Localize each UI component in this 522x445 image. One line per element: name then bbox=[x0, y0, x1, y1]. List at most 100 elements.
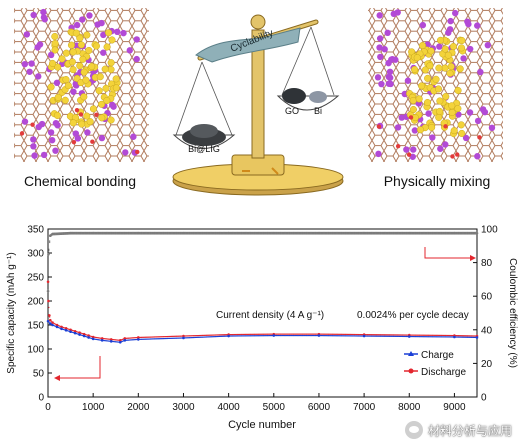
oxygen-atom bbox=[30, 122, 35, 127]
bismuth-atom bbox=[448, 108, 456, 117]
y-left-tick-label: 100 bbox=[27, 345, 44, 356]
bismuth-atom bbox=[92, 42, 100, 50]
dopant-atom bbox=[47, 129, 55, 136]
dopant-atom bbox=[47, 51, 55, 59]
dopant-atom bbox=[94, 21, 101, 28]
y-right-tick-label: 40 bbox=[481, 325, 493, 336]
cyclability-banner bbox=[195, 27, 301, 63]
watermark-text: 材料分析与应用 bbox=[427, 423, 512, 438]
oxygen-atom bbox=[71, 139, 77, 145]
bismuth-atom bbox=[449, 42, 457, 51]
dopant-atom bbox=[465, 20, 472, 28]
dopant-atom bbox=[40, 8, 47, 16]
bismuth-atom bbox=[427, 47, 435, 55]
bismuth-atom bbox=[47, 83, 55, 91]
dopant-atom bbox=[436, 43, 443, 50]
dopant-atom bbox=[84, 129, 91, 136]
oxygen-atom bbox=[455, 152, 460, 157]
dopant-atom bbox=[474, 153, 481, 160]
bismuth-atom bbox=[51, 46, 59, 54]
bismuth-atom bbox=[103, 97, 111, 105]
atom-cluster-left bbox=[19, 8, 140, 159]
bismuth-atom bbox=[409, 96, 417, 105]
dopant-atom bbox=[28, 60, 35, 67]
legend: Charge Discharge bbox=[404, 350, 466, 378]
left-axis-arrow bbox=[60, 356, 101, 379]
bismuth-atom bbox=[62, 76, 70, 84]
balance-scale: Cyclability Bi@LIG GO Bi bbox=[172, 14, 344, 196]
bismuth-atom bbox=[54, 93, 62, 101]
bismuth-atom bbox=[418, 82, 426, 90]
x-axis-label: Cycle number bbox=[228, 419, 296, 431]
bismuth-atom bbox=[441, 64, 449, 72]
wechat-icon bbox=[404, 421, 423, 439]
bismuth-atom bbox=[444, 51, 452, 59]
bismuth-atom bbox=[69, 48, 77, 56]
bismuth-atom bbox=[80, 93, 88, 101]
bismuth-atom bbox=[105, 29, 113, 37]
bismuth-atom bbox=[103, 43, 111, 51]
dopant-atom bbox=[403, 146, 410, 153]
bismuth-atom bbox=[61, 96, 69, 104]
bismuth-atom bbox=[76, 34, 84, 42]
dopant-atom bbox=[378, 80, 385, 88]
legend-charge: Charge bbox=[404, 350, 454, 361]
bismuth-atom bbox=[97, 100, 106, 108]
dopant-atom bbox=[21, 118, 29, 125]
bismuth-atom bbox=[78, 120, 86, 128]
right-y-axis-label: Coulombic efficiency (%) bbox=[507, 258, 518, 368]
dopant-atom bbox=[460, 55, 467, 62]
bismuth-atom bbox=[85, 46, 93, 55]
bismuth-atom bbox=[446, 69, 454, 77]
dopant-atom bbox=[48, 136, 56, 144]
dopant-atom bbox=[35, 123, 42, 131]
dopant-atom bbox=[404, 77, 412, 84]
bismuth-atom bbox=[428, 123, 436, 132]
bismuth-atom bbox=[457, 121, 465, 129]
dopant-atom bbox=[488, 124, 496, 132]
left-y-axis-ticks: 0 50 100 150 200 250 300 350 bbox=[27, 225, 52, 404]
data-point bbox=[475, 336, 479, 339]
bismuth-atom bbox=[77, 41, 85, 49]
dopant-atom bbox=[53, 79, 61, 87]
bismuth-atom bbox=[447, 62, 455, 71]
x-tick-label: 5000 bbox=[263, 402, 286, 413]
oxygen-atom bbox=[376, 124, 382, 129]
x-tick-label: 0 bbox=[45, 402, 51, 413]
right-axis-arrow bbox=[424, 247, 470, 259]
x-tick-label: 3000 bbox=[172, 402, 195, 413]
bismuth-atom bbox=[436, 36, 445, 44]
oxygen-atom bbox=[78, 112, 84, 117]
dopant-atom bbox=[133, 55, 140, 63]
dopant-atom bbox=[26, 68, 33, 75]
dopant-atom bbox=[122, 149, 129, 156]
dopant-atom bbox=[74, 135, 82, 142]
dopant-atom bbox=[388, 56, 395, 63]
bismuth-atom bbox=[454, 104, 462, 113]
oxygen-atom bbox=[19, 131, 25, 136]
bismuth-atom bbox=[67, 41, 76, 49]
bismuth-atom bbox=[413, 54, 421, 62]
dopant-atom bbox=[31, 152, 38, 159]
dopant-atom bbox=[376, 12, 383, 19]
dopant-atom bbox=[381, 46, 388, 53]
series-charge bbox=[46, 319, 479, 344]
dopant-atom bbox=[377, 53, 384, 61]
right-pan-label-go: GO bbox=[285, 106, 299, 116]
bismuth-atom bbox=[107, 116, 115, 124]
bismuth-atom bbox=[457, 44, 466, 52]
dopant-atom bbox=[40, 151, 48, 159]
dopant-atom bbox=[410, 146, 417, 153]
bismuth-atom bbox=[83, 112, 91, 120]
x-tick-label: 6000 bbox=[308, 402, 331, 413]
left-y-axis-label: Specific capacity (mAh g⁻¹) bbox=[6, 252, 17, 373]
dopant-atom bbox=[385, 80, 393, 87]
scale-pillar bbox=[251, 29, 265, 159]
dopant-atom bbox=[386, 68, 394, 76]
dopant-atom bbox=[411, 127, 419, 134]
oxygen-atom bbox=[408, 115, 414, 120]
legend-discharge-marker bbox=[408, 368, 414, 374]
oxygen-atom bbox=[477, 135, 482, 140]
y-right-tick-label: 0 bbox=[481, 393, 487, 404]
bismuth-atom bbox=[432, 75, 440, 83]
